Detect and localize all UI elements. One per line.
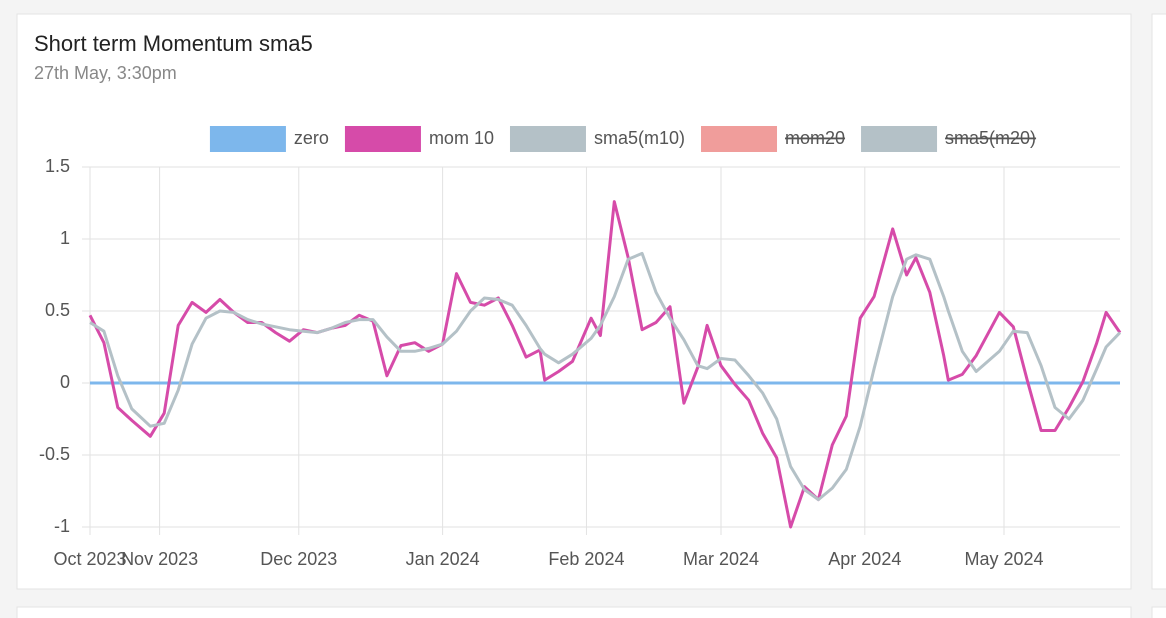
x-tick-label: Oct 2023: [53, 549, 126, 569]
legend-swatch: [344, 126, 421, 152]
legend-label: zero: [294, 128, 329, 148]
legend-swatch: [861, 126, 938, 152]
x-tick-label: Jan 2024: [406, 549, 480, 569]
y-tick-label: -0.5: [39, 444, 70, 464]
legend-swatch: [209, 126, 286, 152]
card: [16, 13, 1132, 590]
legend-label: mom 10: [429, 128, 494, 148]
next-card: [1151, 13, 1166, 590]
x-tick-label: Feb 2024: [548, 549, 624, 569]
legend-label: mom20: [785, 128, 845, 148]
card-subtitle: 27th May, 3:30pm: [34, 63, 177, 83]
x-tick-label: May 2024: [964, 549, 1043, 569]
y-tick-label: 1.5: [45, 156, 70, 176]
lower-card: [16, 606, 1132, 618]
x-tick-label: Apr 2024: [828, 549, 901, 569]
x-tick-label: Nov 2023: [121, 549, 198, 569]
legend-swatch: [509, 126, 586, 152]
legend-label: sma5(m10): [594, 128, 685, 148]
y-tick-label: 1: [60, 228, 70, 248]
y-tick-label: -1: [54, 516, 70, 536]
card-title: Short term Momentum sma5: [34, 31, 313, 56]
x-tick-label: Mar 2024: [683, 549, 759, 569]
series-line: [89, 251, 1122, 502]
series-line: [88, 200, 1122, 529]
x-tick-label: Dec 2023: [260, 549, 337, 569]
y-tick-label: 0: [60, 372, 70, 392]
legend-swatch: [701, 126, 778, 152]
legend-label: sma5(m20): [945, 128, 1036, 148]
lower-card: [1151, 606, 1166, 618]
y-tick-label: 0.5: [45, 300, 70, 320]
